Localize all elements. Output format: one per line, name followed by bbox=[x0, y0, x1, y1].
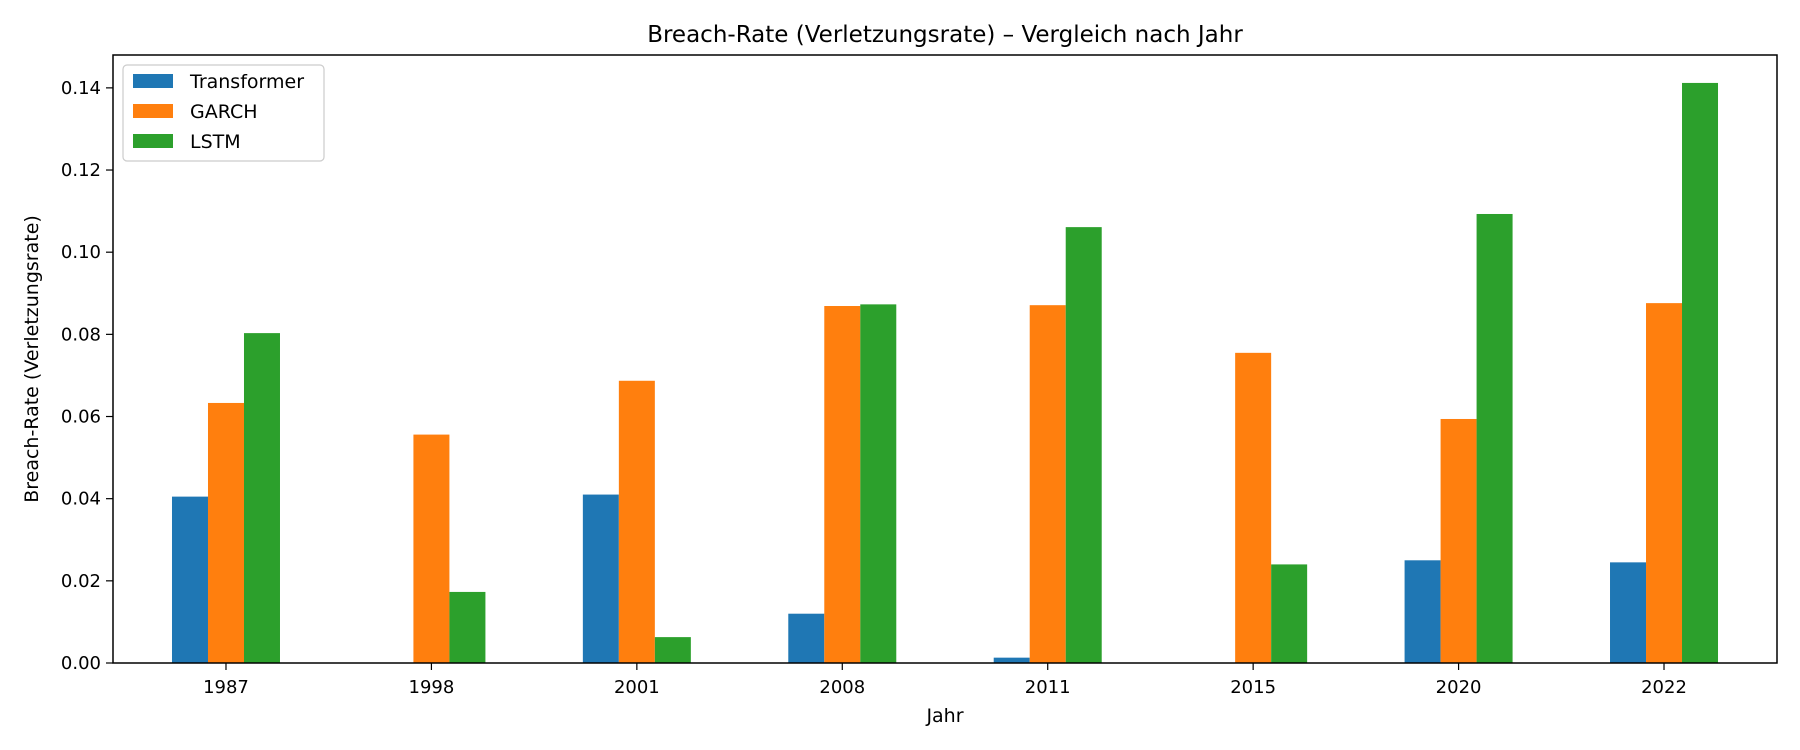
legend: Transformer GARCH LSTM bbox=[122, 64, 325, 162]
bars-group bbox=[171, 82, 1719, 664]
bar-lstm-2001 bbox=[654, 637, 691, 663]
bar-garch-2001 bbox=[618, 380, 655, 663]
legend-label-garch: GARCH bbox=[190, 101, 258, 123]
legend-box bbox=[122, 64, 325, 162]
bar-lstm-2011 bbox=[1065, 227, 1102, 663]
bar-transformer-2008 bbox=[788, 613, 825, 663]
x-tick-label: 2001 bbox=[614, 677, 660, 698]
chart-title: Breach-Rate (Verletzungsrate) – Vergleic… bbox=[647, 22, 1243, 48]
y-axis-label: Breach-Rate (Verletzungsrate) bbox=[21, 215, 43, 503]
plot-frame bbox=[112, 54, 1778, 664]
legend-swatch-lstm bbox=[133, 134, 173, 148]
bar-garch-2015 bbox=[1235, 352, 1272, 663]
x-tick-label: 1998 bbox=[409, 677, 455, 698]
bar-lstm-2015 bbox=[1271, 564, 1308, 663]
x-tick-label: 2011 bbox=[1025, 677, 1071, 698]
legend-swatch-transformer bbox=[133, 74, 173, 88]
y-tick-label: 0.14 bbox=[61, 78, 101, 99]
legend-label-lstm: LSTM bbox=[190, 131, 241, 153]
y-axis: 0.00 0.02 0.04 0.06 0.08 0.10 0.12 0.14 bbox=[61, 78, 113, 674]
bar-garch-1998 bbox=[413, 434, 450, 663]
legend-swatch-garch bbox=[133, 104, 173, 118]
bar-lstm-2020 bbox=[1476, 213, 1513, 664]
legend-label-transformer: Transformer bbox=[189, 71, 304, 93]
bar-transformer-2001 bbox=[582, 494, 619, 663]
bar-lstm-1987 bbox=[243, 333, 280, 663]
bar-garch-2011 bbox=[1029, 305, 1066, 663]
x-tick-label: 2008 bbox=[819, 677, 865, 698]
x-axis-label: Jahr bbox=[925, 705, 963, 727]
y-tick-label: 0.02 bbox=[61, 571, 101, 592]
x-axis: 1987 1998 2001 2008 2011 2015 2020 2022 bbox=[203, 663, 1687, 698]
bar-garch-1987 bbox=[207, 402, 244, 663]
y-tick-label: 0.04 bbox=[61, 489, 101, 510]
x-tick-label: 2022 bbox=[1641, 677, 1687, 698]
bar-lstm-1998 bbox=[449, 591, 486, 663]
bar-garch-2020 bbox=[1440, 418, 1477, 663]
y-tick-label: 0.12 bbox=[61, 160, 101, 181]
bar-lstm-2022 bbox=[1682, 82, 1719, 664]
bar-transformer-2022 bbox=[1610, 562, 1647, 663]
y-tick-label: 0.08 bbox=[61, 324, 101, 345]
y-tick-label: 0.10 bbox=[61, 242, 101, 263]
x-tick-label: 2020 bbox=[1436, 677, 1482, 698]
bar-garch-2022 bbox=[1646, 303, 1683, 663]
bar-transformer-2020 bbox=[1404, 560, 1441, 663]
bar-transformer-1987 bbox=[171, 496, 208, 663]
bar-garch-2008 bbox=[824, 306, 861, 663]
bar-transformer-2011 bbox=[993, 657, 1030, 663]
bar-lstm-2008 bbox=[860, 304, 897, 663]
y-tick-label: 0.06 bbox=[61, 407, 101, 428]
y-tick-label: 0.00 bbox=[61, 653, 101, 674]
x-tick-label: 2015 bbox=[1230, 677, 1276, 698]
x-tick-label: 1987 bbox=[203, 677, 249, 698]
